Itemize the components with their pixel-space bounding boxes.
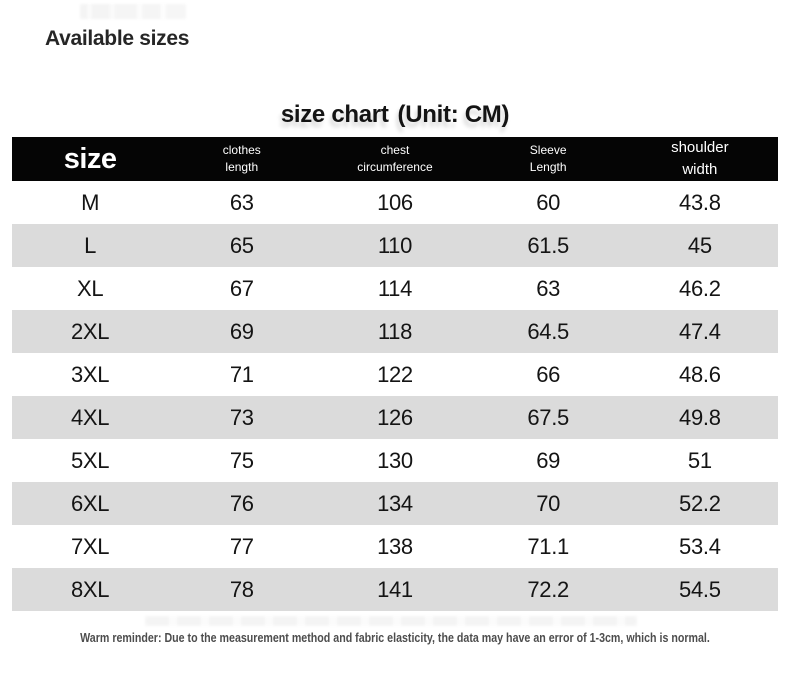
table-row: 3XL 71 122 66 48.6 bbox=[12, 353, 778, 396]
measurement-cell: 114 bbox=[377, 275, 413, 301]
measurement-cell: 63 bbox=[536, 275, 561, 301]
size-chart-table: size clothes length chest circumference … bbox=[12, 137, 778, 611]
column-header-line: circumference bbox=[357, 160, 433, 174]
column-header-line: Length bbox=[529, 160, 567, 174]
unit-label: (Unit: CM) bbox=[397, 101, 510, 128]
measurement-cell: 64.5 bbox=[527, 318, 569, 344]
warm-reminder-note: Warm reminder: Due to the measurement me… bbox=[80, 630, 710, 645]
table-row: 6XL 76 134 70 52.2 bbox=[12, 482, 778, 525]
column-header-line: shoulder bbox=[671, 139, 729, 157]
size-cell: L bbox=[84, 232, 97, 258]
measurement-cell: 106 bbox=[377, 189, 413, 215]
measurement-cell: 126 bbox=[377, 404, 413, 430]
size-cell: 6XL bbox=[71, 490, 110, 516]
column-header-chest-circumference: chest circumference bbox=[315, 137, 474, 181]
size-cell: 7XL bbox=[71, 533, 110, 559]
measurement-cell: 77 bbox=[229, 533, 254, 559]
column-header-line: chest bbox=[380, 143, 410, 158]
measurement-cell: 52.2 bbox=[679, 490, 721, 516]
measurement-cell: 47.4 bbox=[679, 318, 721, 344]
measurement-cell: 48.6 bbox=[679, 361, 721, 387]
table-row: XL 67 114 63 46.2 bbox=[12, 267, 778, 310]
measurement-cell: 63 bbox=[229, 189, 254, 215]
size-cell: 4XL bbox=[71, 404, 110, 430]
measurement-cell: 70 bbox=[536, 490, 561, 516]
table-row: L 65 110 61.5 45 bbox=[12, 224, 778, 267]
measurement-cell: 122 bbox=[377, 361, 413, 387]
table-row: 2XL 69 118 64.5 47.4 bbox=[12, 310, 778, 353]
measurement-cell: 71.1 bbox=[527, 533, 569, 559]
measurement-cell: 75 bbox=[229, 447, 254, 473]
size-cell: XL bbox=[76, 275, 104, 301]
whited-out-watermark-top bbox=[80, 4, 186, 19]
measurement-cell: 78 bbox=[229, 576, 254, 602]
measurement-cell: 69 bbox=[229, 318, 254, 344]
measurement-cell: 72.2 bbox=[527, 576, 569, 602]
measurement-cell: 61.5 bbox=[527, 232, 569, 258]
measurement-cell: 43.8 bbox=[679, 189, 721, 215]
column-header-size-label: size bbox=[63, 142, 117, 175]
column-header-size: size bbox=[12, 137, 168, 181]
measurement-cell: 67 bbox=[229, 275, 254, 301]
size-cell: 8XL bbox=[71, 576, 110, 602]
measurement-cell: 73 bbox=[229, 404, 254, 430]
measurement-cell: 49.8 bbox=[679, 404, 721, 430]
size-chart-title: size chart (Unit: CM) bbox=[0, 101, 790, 129]
table-row: 7XL 77 138 71.1 53.4 bbox=[12, 525, 778, 568]
measurement-cell: 130 bbox=[377, 447, 413, 473]
measurement-cell: 66 bbox=[536, 361, 561, 387]
measurement-cell: 53.4 bbox=[679, 533, 721, 559]
measurement-cell: 46.2 bbox=[679, 275, 721, 301]
measurement-cell: 69 bbox=[536, 447, 561, 473]
size-cell: M bbox=[81, 189, 100, 215]
column-header-line: Sleeve bbox=[529, 143, 567, 158]
whited-out-watermark-bottom bbox=[145, 616, 637, 626]
measurement-cell: 71 bbox=[229, 361, 254, 387]
measurement-cell: 76 bbox=[229, 490, 254, 516]
size-table-body: M 63 106 60 43.8 L 65 110 61.5 45 XL 67 114 63 46.2 2XL… bbox=[12, 181, 778, 611]
column-header-line: clothes bbox=[222, 143, 261, 158]
measurement-cell: 51 bbox=[687, 447, 712, 473]
table-row: 4XL 73 126 67.5 49.8 bbox=[12, 396, 778, 439]
measurement-cell: 45 bbox=[687, 232, 712, 258]
column-header-line: length bbox=[225, 160, 259, 174]
available-sizes-heading: Available sizes bbox=[45, 27, 190, 50]
measurement-cell: 54.5 bbox=[679, 576, 721, 602]
measurement-cell: 138 bbox=[377, 533, 413, 559]
measurement-cell: 65 bbox=[229, 232, 254, 258]
table-header-row: size clothes length chest circumference … bbox=[12, 137, 778, 181]
table-row: M 63 106 60 43.8 bbox=[12, 181, 778, 224]
column-header-sleeve-length: Sleeve Length bbox=[475, 137, 622, 181]
size-chart-title-text: size chart bbox=[280, 101, 389, 128]
measurement-cell: 118 bbox=[377, 318, 413, 344]
size-cell: 2XL bbox=[71, 318, 110, 344]
measurement-cell: 60 bbox=[536, 189, 561, 215]
table-row: 8XL 78 141 72.2 54.5 bbox=[12, 568, 778, 611]
column-header-shoulder-width: shoulder width bbox=[622, 137, 778, 181]
size-cell: 5XL bbox=[71, 447, 110, 473]
column-header-clothes-length: clothes length bbox=[168, 137, 315, 181]
measurement-cell: 110 bbox=[377, 232, 413, 258]
size-cell: 3XL bbox=[71, 361, 110, 387]
measurement-cell: 134 bbox=[377, 490, 413, 516]
table-row: 5XL 75 130 69 51 bbox=[12, 439, 778, 482]
column-header-line: width bbox=[682, 161, 718, 178]
measurement-cell: 141 bbox=[377, 576, 413, 602]
measurement-cell: 67.5 bbox=[527, 404, 569, 430]
